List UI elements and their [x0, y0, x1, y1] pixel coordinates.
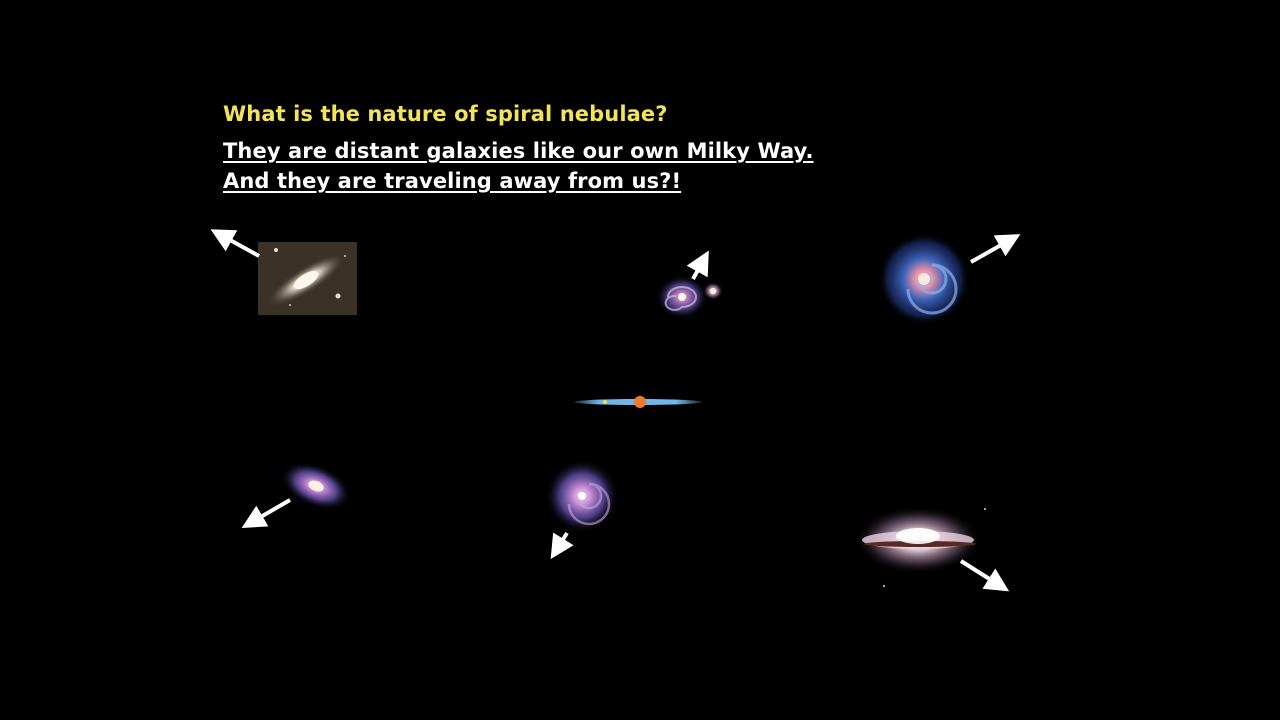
- milky-way-disk: [574, 396, 702, 408]
- face-on-spiral-galaxy: [545, 459, 619, 533]
- arrow-up-icon: [686, 250, 709, 280]
- slide-question: What is the nature of spiral nebulae?: [223, 102, 668, 126]
- slide-answer-line-2: And they are traveling away from us?!: [223, 169, 682, 193]
- whirlpool-galaxy: [656, 275, 723, 319]
- arrow-up-right-icon: [970, 234, 1021, 264]
- sombrero-galaxy: [854, 506, 986, 587]
- arrow-down-right-icon: [959, 559, 1010, 592]
- arrow-down-left-icon: [550, 531, 574, 560]
- andromeda-galaxy-photo: [258, 242, 357, 315]
- blue-spiral-galaxy: [878, 233, 970, 325]
- sun-marker-icon: [634, 396, 646, 408]
- tilted-spiral-galaxy: [280, 462, 352, 510]
- slide-answer-line-1: They are distant galaxies like our own M…: [223, 139, 814, 163]
- arrow-up-left-icon: [210, 229, 260, 258]
- arrow-down-left-icon: [241, 498, 292, 529]
